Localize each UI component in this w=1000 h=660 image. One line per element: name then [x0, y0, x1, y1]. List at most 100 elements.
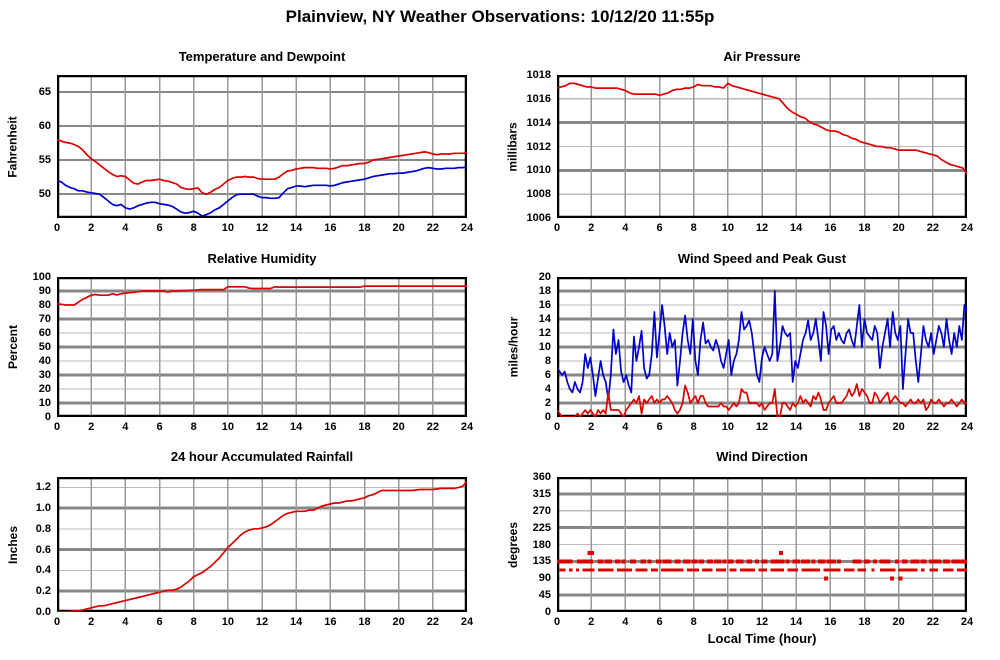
x-tick-label: 0 — [53, 421, 61, 433]
x-tick-label: 14 — [790, 421, 803, 433]
x-tick-label: 24 — [960, 616, 974, 628]
y-tick-label: 50 — [38, 188, 51, 201]
y-tick-label: 225 — [532, 521, 551, 534]
x-tick-label: 8 — [690, 616, 697, 628]
y-tick-label: 1008 — [526, 188, 551, 201]
x-tick-label: 18 — [358, 222, 371, 234]
y-tick-label: 1012 — [526, 140, 551, 153]
x-tick-label: 10 — [221, 222, 234, 234]
y-tick-label: 1.2 — [35, 481, 51, 494]
x-tick-label: 12 — [255, 616, 269, 628]
x-tick-label: 22 — [426, 616, 439, 628]
chart-title: Temperature and Dewpoint — [178, 49, 346, 64]
y-tick-label: 1016 — [526, 92, 551, 105]
x-tick-label: 8 — [690, 222, 697, 234]
y-tick-label: 1010 — [526, 164, 551, 177]
y-tick-label: 90 — [538, 572, 551, 585]
x-tick-label: 4 — [122, 421, 129, 433]
y-tick-label: 45 — [538, 589, 551, 602]
x-tick-label: 10 — [221, 421, 234, 433]
y-tick-label: 0.0 — [35, 606, 51, 618]
y-tick-label: 20 — [38, 383, 51, 395]
x-tick-label: 0 — [553, 616, 561, 628]
x-tick-label: 4 — [122, 616, 129, 628]
x-tick-label: 16 — [824, 222, 837, 234]
x-tick-label: 22 — [426, 421, 439, 433]
x-tick-label: 12 — [755, 421, 769, 433]
x-tick-label: 0 — [53, 616, 61, 628]
x-tick-label: 2 — [88, 421, 95, 433]
x-tick-label: 12 — [755, 616, 769, 628]
chart-accumulated-rainfall: 24 hour Accumulated Rainfall Inches 0.0 0… — [0, 446, 500, 660]
y-tick-label: 100 — [32, 271, 51, 283]
x-tick-label: 2 — [88, 616, 95, 628]
y-tick-label: 1.0 — [35, 502, 51, 515]
x-tick-label: 20 — [392, 222, 405, 234]
plot-area — [57, 477, 467, 612]
x-tick-label: 4 — [622, 421, 629, 433]
y-tick-label: 180 — [532, 538, 551, 551]
y-tick-label: 30 — [38, 369, 51, 381]
x-tick-label: 20 — [892, 421, 905, 433]
y-tick-label: 6 — [544, 369, 551, 381]
x-tick-label: 22 — [926, 222, 939, 234]
y-tick-label: 14 — [538, 313, 551, 325]
chart-title: Relative Humidity — [207, 251, 317, 266]
y-tick-label: 135 — [532, 555, 551, 568]
x-tick-label: 24 — [460, 421, 474, 433]
x-tick-label: 0 — [553, 222, 561, 234]
y-tick-label: 65 — [38, 86, 51, 99]
x-tick-label: 6 — [156, 616, 163, 628]
x-tick-label: 4 — [622, 222, 629, 234]
x-tick-label: 16 — [824, 616, 837, 628]
y-tick-label: 1006 — [526, 212, 551, 224]
x-tick-label: 2 — [588, 421, 595, 433]
chart-title: 24 hour Accumulated Rainfall — [170, 449, 354, 464]
y-tick-label: 0.4 — [35, 564, 51, 577]
plot-area — [557, 477, 967, 612]
chart-air-pressure: Air Pressure millibars 1006 1008 1010 1012 1… — [500, 46, 1000, 260]
x-tick-label: 16 — [324, 421, 337, 433]
y-tick-label: 50 — [38, 341, 51, 353]
y-tick-label: 0.8 — [35, 522, 51, 535]
x-tick-label: 10 — [721, 222, 734, 234]
y-tick-label: 10 — [38, 397, 51, 409]
x-tick-label: 6 — [656, 421, 663, 433]
x-tick-label: 16 — [324, 616, 337, 628]
x-tick-label: 0 — [553, 421, 561, 433]
chart-title: Air Pressure — [723, 49, 801, 64]
x-tick-label: 16 — [824, 421, 837, 433]
y-tick-label: 60 — [38, 327, 51, 339]
y-tick-label: 0 — [544, 411, 551, 423]
x-tick-label: 16 — [324, 222, 337, 234]
y-tick-label: 20 — [538, 271, 551, 283]
x-tick-label: 18 — [358, 616, 371, 628]
x-tick-label: 8 — [190, 421, 197, 433]
x-tick-label: 2 — [88, 222, 95, 234]
y-tick-label: 55 — [38, 154, 51, 167]
x-tick-label: 20 — [392, 421, 405, 433]
y-tick-label: 0.6 — [35, 543, 51, 556]
plot-area — [557, 75, 967, 218]
x-tick-label: 18 — [358, 421, 371, 433]
x-tick-label: 20 — [892, 616, 905, 628]
y-tick-label: 70 — [38, 313, 51, 325]
y-tick-label: 270 — [532, 504, 551, 517]
y-tick-label: 60 — [38, 120, 51, 133]
x-tick-label: 24 — [960, 421, 974, 433]
page-title: Plainview, NY Weather Observations: 10/1… — [285, 7, 715, 26]
y-tick-label: 1014 — [526, 116, 551, 129]
x-tick-label: 18 — [858, 616, 871, 628]
x-axis-label: Local Time (hour) — [707, 631, 817, 646]
y-tick-label: 10 — [538, 341, 551, 353]
y-tick-label: 4 — [544, 383, 551, 395]
y-tick-label: 360 — [532, 471, 551, 483]
x-tick-label: 10 — [721, 616, 734, 628]
x-tick-label: 10 — [721, 421, 734, 433]
x-tick-label: 8 — [690, 421, 697, 433]
chart-relative-humidity: Relative Humidity Percent 0 10 20 30 40 50 60 7… — [0, 248, 500, 462]
y-tick-label: 90 — [38, 285, 51, 297]
x-tick-label: 20 — [392, 616, 405, 628]
x-tick-label: 22 — [426, 222, 439, 234]
y-tick-label: 80 — [38, 299, 51, 311]
